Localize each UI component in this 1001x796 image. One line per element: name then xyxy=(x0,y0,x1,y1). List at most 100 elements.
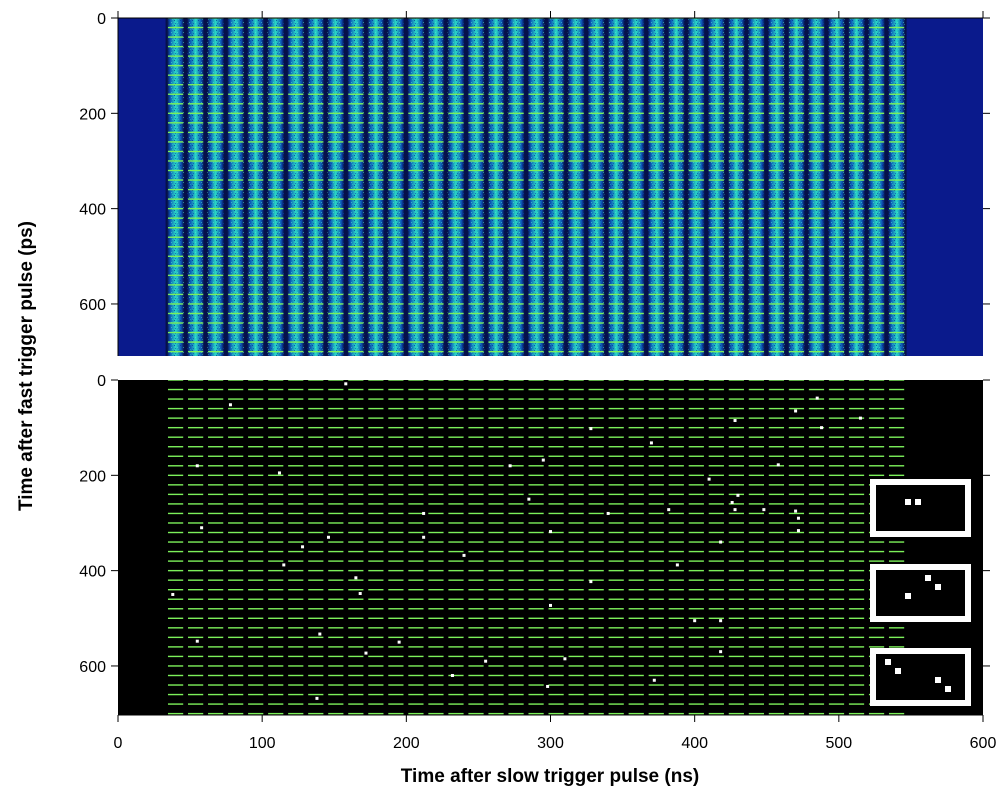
y-tick-label: 0 xyxy=(97,373,106,390)
photon-point xyxy=(344,382,348,386)
stripe-noise xyxy=(407,18,425,356)
stripe-noise xyxy=(287,18,305,356)
photon-point xyxy=(315,696,319,700)
stripe-noise xyxy=(828,18,845,356)
y-tick-label: 200 xyxy=(79,468,106,485)
photon-point xyxy=(589,427,593,431)
stripe-noise xyxy=(387,18,405,356)
inset-pixel xyxy=(905,593,911,599)
inset-pixel xyxy=(905,499,911,505)
top-stripes xyxy=(165,18,907,356)
stripe-noise xyxy=(868,18,885,356)
stripe-noise xyxy=(367,18,385,356)
photon-point xyxy=(563,657,567,661)
photon-point xyxy=(462,553,466,557)
stripe-noise xyxy=(187,18,205,356)
photon-point xyxy=(675,563,679,567)
x-tick-label: 600 xyxy=(970,735,997,752)
photon-point xyxy=(589,580,593,584)
stripe-noise xyxy=(727,18,745,356)
photon-point xyxy=(794,409,798,413)
stripe-noise xyxy=(307,18,325,356)
stripe-noise xyxy=(247,18,265,356)
stripe-noise xyxy=(527,18,545,356)
photon-point xyxy=(200,526,204,530)
photon-point xyxy=(527,497,531,501)
photon-point xyxy=(364,651,368,655)
y-tick-label: 400 xyxy=(79,564,106,581)
stripe-noise xyxy=(707,18,725,356)
stripe-noise xyxy=(427,18,445,356)
photon-point xyxy=(719,650,723,654)
stripe-noise xyxy=(507,18,525,356)
stripe-noise xyxy=(667,18,685,356)
inset-pixel xyxy=(935,677,941,683)
x-tick-label: 0 xyxy=(114,735,123,752)
photon-point xyxy=(776,463,780,467)
stripe-noise xyxy=(327,18,345,356)
stripe-noise xyxy=(447,18,465,356)
inset-box xyxy=(870,479,971,537)
photon-point xyxy=(719,619,723,623)
x-tick-label: 400 xyxy=(681,735,708,752)
y-tick-label: 600 xyxy=(79,659,106,676)
top-panel: 0 200 400 600 xyxy=(79,11,990,356)
bottom-panel: 0 200 400 600 0 100 200 300 400 500 600 xyxy=(79,373,996,752)
photon-point xyxy=(707,477,711,481)
photon-point xyxy=(422,535,426,539)
x-tick-label: 300 xyxy=(537,735,564,752)
y-tick-label: 200 xyxy=(79,106,106,123)
photon-point xyxy=(171,592,175,596)
photon-point xyxy=(649,441,653,445)
photon-point xyxy=(277,471,281,475)
photon-point xyxy=(762,508,766,512)
inset-box xyxy=(870,648,971,706)
photon-point xyxy=(796,516,800,520)
photon-point xyxy=(358,592,362,596)
photon-point xyxy=(508,464,512,468)
y-tick-label: 0 xyxy=(97,11,106,28)
photon-point xyxy=(318,632,322,636)
photon-point xyxy=(733,508,737,512)
photon-point xyxy=(719,540,723,544)
stripe-noise xyxy=(768,18,785,356)
photon-point xyxy=(652,678,656,682)
inset-pixel xyxy=(885,659,891,665)
stripe-noise xyxy=(487,18,505,356)
top-x-ticks xyxy=(117,11,984,18)
photon-point xyxy=(541,458,545,462)
y-axis-title: Time after fast trigger pulse (ps) xyxy=(16,221,37,511)
photon-point xyxy=(815,396,819,400)
photon-point xyxy=(484,659,488,663)
stripe-noise xyxy=(467,18,485,356)
stripe-noise xyxy=(627,18,645,356)
stripe-noise xyxy=(547,18,565,356)
x-axis-title: Time after slow trigger pulse (ns) xyxy=(401,766,699,787)
x-tick-label: 500 xyxy=(825,735,852,752)
inset-pixel xyxy=(915,499,921,505)
photon-point xyxy=(397,640,401,644)
stripe-noise xyxy=(607,18,625,356)
photon-point xyxy=(282,563,286,567)
stripe-noise xyxy=(647,18,665,356)
inset-pixel xyxy=(945,686,951,692)
x-tick-label: 100 xyxy=(249,735,276,752)
photon-point xyxy=(667,508,671,512)
top-markers xyxy=(167,18,905,353)
stripe-noise xyxy=(207,18,225,356)
stripe-noise xyxy=(227,18,245,356)
photon-point xyxy=(549,530,552,534)
top-y-ticks: 0 200 400 600 xyxy=(79,11,990,314)
photon-point xyxy=(733,419,737,423)
photon-point xyxy=(450,673,454,677)
photon-point xyxy=(301,545,305,549)
photon-point xyxy=(858,416,862,420)
stripe-noise xyxy=(788,18,805,356)
photon-point xyxy=(326,535,330,539)
stripe-noise xyxy=(267,18,285,356)
photon-point xyxy=(693,619,697,623)
photon-point xyxy=(820,426,824,430)
bottom-points xyxy=(171,382,862,700)
photon-point xyxy=(794,509,798,513)
